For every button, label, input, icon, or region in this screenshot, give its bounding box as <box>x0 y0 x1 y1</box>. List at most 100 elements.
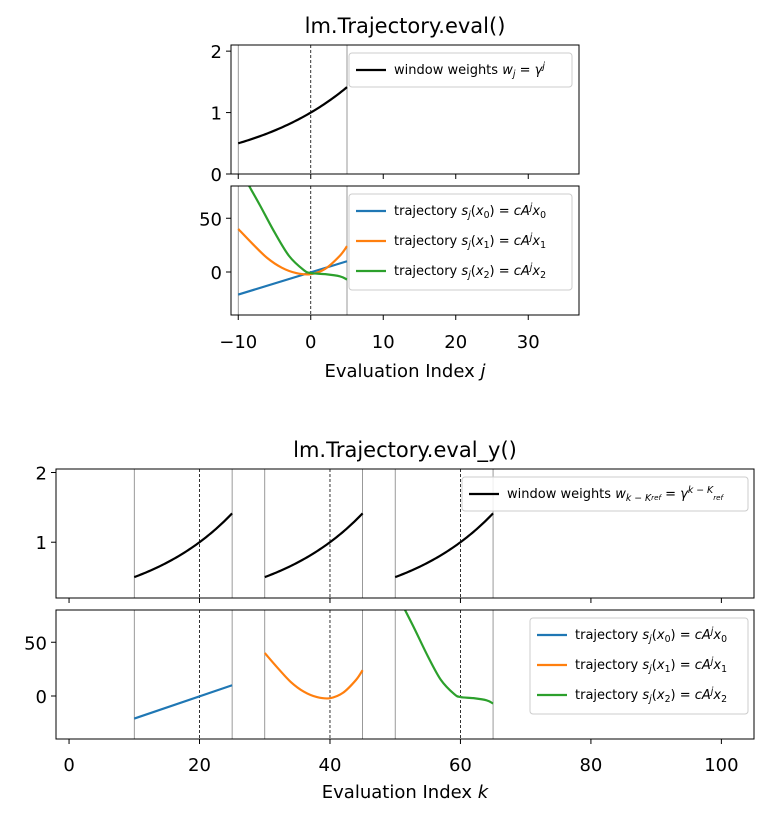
legend-label-part: trajectory <box>394 234 461 249</box>
chart-2-title: lm.Trajectory.eval_y() <box>293 438 517 463</box>
legend-label-part: j <box>466 240 471 251</box>
legend-label-part: j <box>709 656 714 667</box>
x-tick-label: 0 <box>305 332 316 353</box>
legend-label-part: s <box>642 658 649 673</box>
legend-label-part: x <box>656 688 665 703</box>
legend-label-part: trajectory <box>575 628 642 643</box>
y-tick-label: 0 <box>36 687 47 708</box>
legend-label-part: x <box>712 628 721 643</box>
legend-label-part: w <box>615 487 626 502</box>
chart-1-title: lm.Trajectory.eval() <box>305 14 506 38</box>
legend-label-part: j <box>709 686 714 697</box>
axes-frame <box>230 185 580 316</box>
series-line-1 <box>394 512 494 579</box>
plot-area <box>133 610 494 739</box>
legend-label-part: = <box>515 63 534 78</box>
x-tick-label: 20 <box>444 332 467 353</box>
legend-label-part: x <box>656 628 665 643</box>
legend-label-part: window weights <box>507 487 615 502</box>
chart-1-xlabel: Evaluation Index j <box>325 361 486 382</box>
legend-label-part: s <box>642 688 649 703</box>
legend-label-part: ( <box>652 658 657 673</box>
series-line-3 <box>404 610 494 705</box>
legend-label-part: j <box>511 69 516 80</box>
axes-frame <box>55 468 755 599</box>
legend-label-part: trajectory <box>394 264 461 279</box>
legend-label-part: x <box>475 264 484 279</box>
y-tick-label: 0 <box>211 165 222 186</box>
x-tick-label: −10 <box>219 332 257 353</box>
legend-label-part: trajectory <box>394 204 461 219</box>
legend-label-part: cA <box>514 234 530 249</box>
legend-label: trajectory sj(x1) = cAjx1 <box>394 232 546 251</box>
legend-label-part: s <box>461 264 468 279</box>
legend-label: trajectory sj(x2) = cAjx2 <box>394 262 546 281</box>
legend-label-part: s <box>461 234 468 249</box>
legend-label-part: k − K <box>688 485 714 496</box>
legend-label-part: 1 <box>484 240 490 251</box>
y-tick-label: 50 <box>24 633 47 654</box>
legend-frame <box>529 617 749 715</box>
legend-label-part: γ <box>680 487 689 502</box>
legend-label-part: j <box>528 262 533 273</box>
legend-label-part: ref <box>713 493 724 502</box>
legend-label-part: = <box>661 487 680 502</box>
legend-label-part: j <box>709 626 714 637</box>
chart-2-xlabel-var: k <box>478 782 490 803</box>
legend-label-part: trajectory <box>575 688 642 703</box>
y-tick-label: 1 <box>211 104 222 125</box>
legend-label-part: 0 <box>484 210 490 221</box>
chart-2-xlabel-text: Evaluation Index <box>322 782 478 803</box>
series-line-1 <box>133 512 233 579</box>
legend-label-part: ) = <box>490 204 514 219</box>
legend-label-part: trajectory <box>575 658 642 673</box>
legend-label-part: cA <box>514 264 530 279</box>
x-tick-label: 20 <box>188 755 211 776</box>
y-tick-label: 50 <box>199 209 222 230</box>
legend-label: window weights wj = γj <box>394 61 545 80</box>
legend-label-part: ) = <box>671 658 695 673</box>
chart-2-xlabel: Evaluation Index k <box>322 782 490 803</box>
legend-label-part: cA <box>514 204 530 219</box>
legend-label-part: j <box>466 270 471 281</box>
legend-label-part: x <box>531 234 540 249</box>
legend-label-part: j <box>647 664 652 675</box>
legend-label-part: x <box>531 204 540 219</box>
legend-label-part: ) = <box>490 264 514 279</box>
legend-label-part: j <box>466 210 471 221</box>
legend-label-part: ( <box>471 234 476 249</box>
legend-label-part: 0 <box>665 634 671 645</box>
legend-label-part: ( <box>652 688 657 703</box>
plot-area <box>237 45 348 174</box>
legend-label-part: ( <box>652 628 657 643</box>
legend-label-part: 1 <box>540 240 546 251</box>
plot-area <box>237 186 348 315</box>
legend-label-part: x <box>475 204 484 219</box>
legend: window weights wj = γj <box>348 52 573 88</box>
legend-label-part: j <box>528 202 533 213</box>
legend-label-part: 2 <box>540 270 546 281</box>
series-line-1 <box>264 512 364 579</box>
x-tick-label: 60 <box>449 755 472 776</box>
y-tick-label: 2 <box>211 42 222 63</box>
series-line-2 <box>237 228 348 276</box>
legend-frame <box>461 476 749 512</box>
series-line-1 <box>133 684 233 720</box>
legend-label-part: x <box>475 234 484 249</box>
legend-label-part: 1 <box>665 664 671 675</box>
chart-1-panel-1: 0 1 2 window weights wj = γj <box>211 42 580 186</box>
legend-label-part: ) = <box>671 628 695 643</box>
legend-label-part: x <box>656 658 665 673</box>
legend-label: trajectory sj(x1) = cAjx1 <box>575 656 727 675</box>
legend-label-part: j <box>540 61 545 72</box>
legend: window weights wk − Kref = γk − Kref <box>461 476 749 512</box>
series-line-1 <box>237 86 348 145</box>
x-tick-label: 80 <box>579 755 602 776</box>
legend-label-part: x <box>712 688 721 703</box>
legend-label-part: ) = <box>671 688 695 703</box>
x-tick-label: 100 <box>704 755 738 776</box>
